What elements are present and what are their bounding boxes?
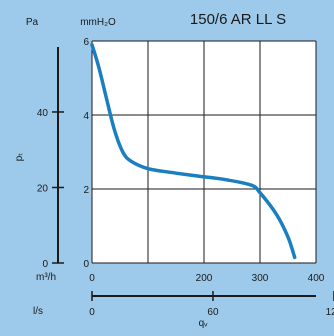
- x-primary-tick-label: 400: [308, 273, 325, 284]
- y-primary-tick-label: 4: [83, 111, 89, 122]
- y-primary-unit: mmH₂O: [80, 17, 116, 28]
- x-secondary-tick-label: 60: [207, 307, 219, 318]
- y-primary-tick-label: 2: [83, 185, 89, 196]
- x-secondary-unit: l/s: [33, 306, 43, 317]
- axes-layer: 0246020400200300400060120: [37, 37, 334, 318]
- x-primary-tick-label: 0: [89, 273, 95, 284]
- x-primary-unit: m³/h: [36, 272, 56, 283]
- x-secondary-tick-label: 0: [89, 307, 95, 318]
- y-primary-tick-label: 6: [83, 37, 89, 48]
- x-primary-tick-label: 300: [252, 273, 269, 284]
- y-axis-label: pₜ: [14, 153, 25, 162]
- x-secondary-tick-label: 120: [326, 307, 334, 318]
- y-secondary-tick-label: 20: [37, 183, 49, 194]
- grid-lines: [91, 40, 317, 264]
- y-secondary-tick-label: 0: [42, 259, 48, 270]
- fan-curve-line: [90, 42, 297, 260]
- chart-title: 150/6 AR LL S: [190, 11, 286, 28]
- y-secondary-unit: Pa: [26, 17, 39, 28]
- x-axis-label: qᵥ: [199, 318, 209, 329]
- y-primary-tick-label: 0: [83, 259, 89, 270]
- x-primary-tick-label: 200: [196, 273, 213, 284]
- curve-layer: [90, 42, 297, 260]
- y-secondary-tick-label: 40: [37, 108, 49, 119]
